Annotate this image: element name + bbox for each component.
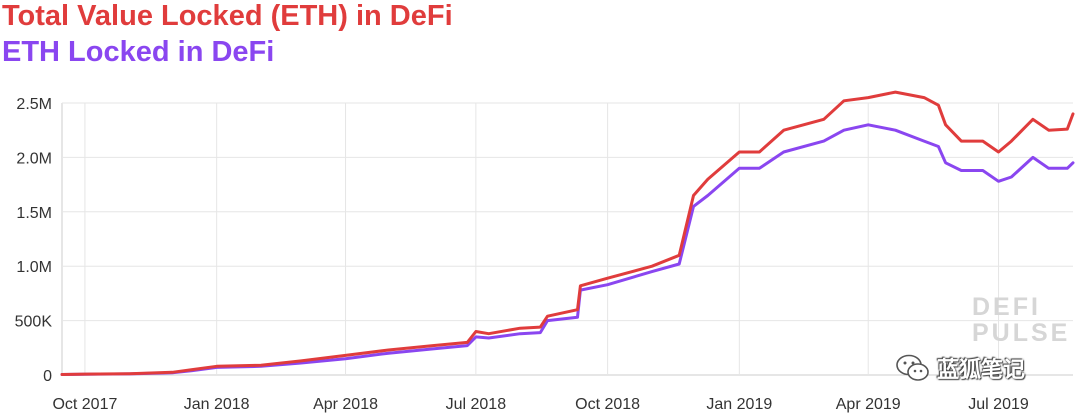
x-tick-label: Jan 2019: [706, 396, 772, 413]
x-tick-label: Jan 2018: [184, 396, 250, 413]
series-line-total-value-locked: [60, 90, 1075, 376]
watermark-line-2: PULSE: [972, 319, 1071, 347]
wechat-account-label: 蓝狐笔记: [937, 357, 1026, 382]
y-tick-label: 2.0M: [16, 150, 52, 167]
x-tick-label: Jul 2019: [968, 396, 1029, 413]
y-tick-label: 1.0M: [16, 259, 52, 276]
legend-item-tvl: Total Value Locked (ETH) in DeFi: [2, 0, 453, 32]
y-tick-label: 500K: [15, 314, 53, 331]
watermark-line-1: DEFI: [972, 293, 1041, 321]
defi-pulse-watermark: DEFI PULSE: [972, 294, 1070, 346]
legend-item-eth-locked: ETH Locked in DeFi: [2, 36, 275, 68]
y-tick-label: 0: [43, 368, 52, 385]
x-tick-label: Apr 2018: [313, 396, 378, 413]
y-tick-label: 1.5M: [16, 205, 52, 222]
wechat-overlay: 蓝狐笔记: [895, 352, 1025, 384]
x-tick-label: Jul 2018: [446, 396, 507, 413]
chart-legend: Total Value Locked (ETH) in DeFi ETH Loc…: [2, 0, 453, 70]
x-tick-label: Oct 2017: [52, 396, 117, 413]
x-tick-label: Oct 2018: [575, 396, 640, 413]
series-line-eth-locked: [60, 123, 1075, 376]
x-tick-label: Apr 2019: [836, 396, 901, 413]
wechat-icon: [896, 354, 929, 381]
y-tick-label: 2.5M: [16, 96, 52, 113]
